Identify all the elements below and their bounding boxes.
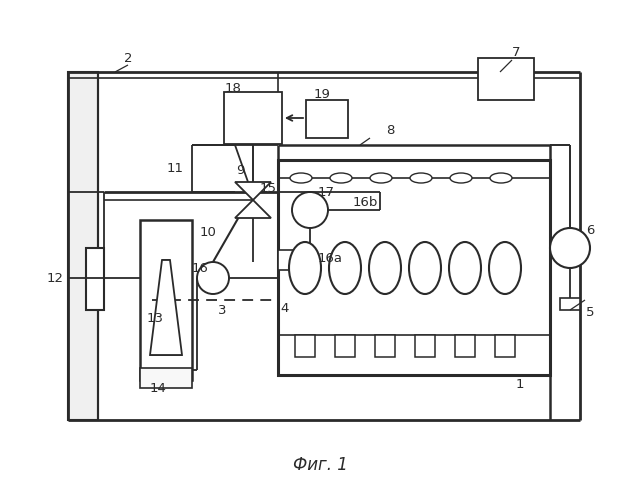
Text: 4: 4 xyxy=(281,302,289,315)
Ellipse shape xyxy=(369,242,401,294)
Ellipse shape xyxy=(329,242,361,294)
Bar xyxy=(140,368,192,388)
Polygon shape xyxy=(235,200,271,218)
Text: 1: 1 xyxy=(516,379,524,392)
Ellipse shape xyxy=(289,242,321,294)
Bar xyxy=(375,335,395,357)
Bar xyxy=(455,335,475,357)
Text: 17: 17 xyxy=(317,185,335,198)
Ellipse shape xyxy=(489,242,521,294)
Ellipse shape xyxy=(490,173,512,183)
Circle shape xyxy=(292,192,328,228)
Polygon shape xyxy=(150,260,182,355)
Ellipse shape xyxy=(330,173,352,183)
Ellipse shape xyxy=(449,242,481,294)
Polygon shape xyxy=(235,182,271,200)
Text: 16: 16 xyxy=(191,261,209,274)
Bar xyxy=(68,72,98,420)
Bar xyxy=(415,335,435,357)
Text: 2: 2 xyxy=(124,52,132,65)
Circle shape xyxy=(550,228,590,268)
Bar xyxy=(478,58,534,100)
Bar xyxy=(495,335,515,357)
Text: 13: 13 xyxy=(147,312,163,325)
Text: 8: 8 xyxy=(386,123,394,137)
Text: 19: 19 xyxy=(314,87,330,100)
Text: 12: 12 xyxy=(47,271,63,284)
Text: 16a: 16a xyxy=(317,251,342,264)
Bar xyxy=(224,92,282,144)
Text: 18: 18 xyxy=(225,82,241,94)
Text: 3: 3 xyxy=(218,304,227,317)
Bar xyxy=(140,220,192,380)
Text: 15: 15 xyxy=(259,181,276,194)
Ellipse shape xyxy=(450,173,472,183)
Text: 7: 7 xyxy=(512,46,520,59)
Text: 14: 14 xyxy=(150,382,166,395)
Ellipse shape xyxy=(370,173,392,183)
Bar xyxy=(306,100,348,138)
Bar xyxy=(278,160,550,375)
Bar xyxy=(335,335,355,357)
Ellipse shape xyxy=(290,173,312,183)
Text: 16b: 16b xyxy=(352,195,378,209)
Bar xyxy=(278,250,312,270)
Circle shape xyxy=(197,262,229,294)
Text: 6: 6 xyxy=(586,224,594,237)
Text: 5: 5 xyxy=(586,306,595,319)
Text: 11: 11 xyxy=(166,162,184,174)
Bar xyxy=(560,298,580,310)
Ellipse shape xyxy=(410,173,432,183)
Bar xyxy=(86,248,104,310)
Text: 9: 9 xyxy=(236,164,244,176)
Text: 10: 10 xyxy=(200,226,216,239)
Text: Фиг. 1: Фиг. 1 xyxy=(292,456,348,474)
Ellipse shape xyxy=(409,242,441,294)
Bar xyxy=(295,335,315,357)
